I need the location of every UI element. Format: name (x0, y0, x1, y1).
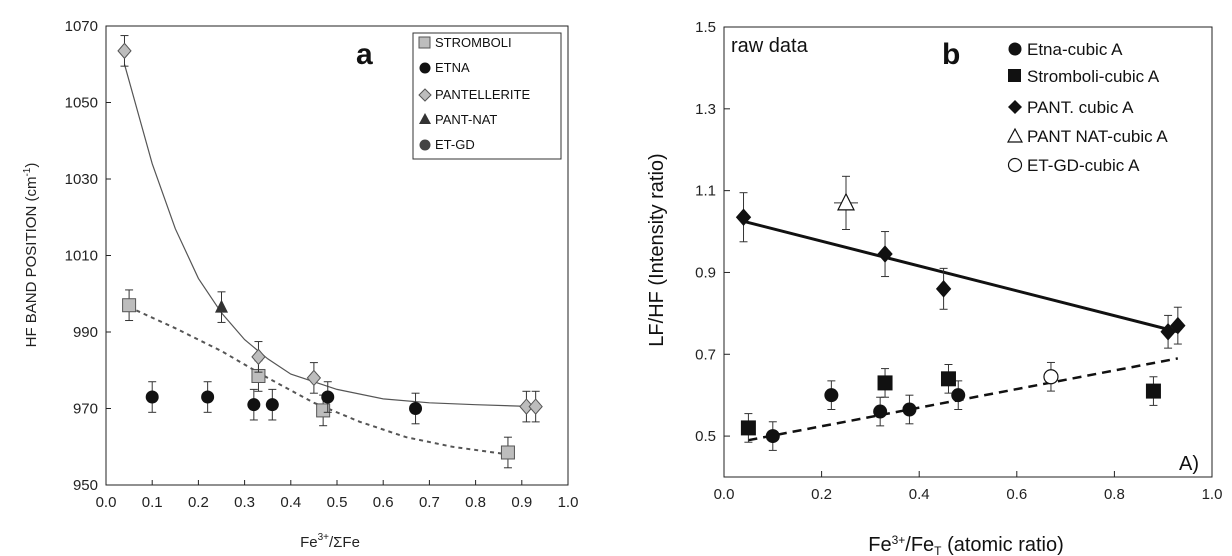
legend-marker-et-gd-cubic-a (1007, 157, 1023, 173)
chart-marks: 0.0 0.1 0.2 0.3 0.4 0.5 0.6 0.7 0.8 0.9 1.0 950 970 9… (65, 18, 1223, 511)
panel-a-point-stromboli (316, 403, 331, 418)
panel-b-point-pant-nat-cubic-a (837, 192, 855, 211)
panel-a: a STROMBOLI ETNA PANTELLERITE PANT-NAT E… (22, 25, 569, 551)
panel-a-point-etna (321, 390, 335, 404)
legend-marker-pant-nat-cubic-a (1006, 127, 1024, 143)
panel-a-fit-line-solid (123, 64, 536, 408)
legend-marker-etna (419, 62, 431, 74)
panel-a-point-etna (145, 390, 159, 404)
legend-label-pant-cubic-a: PANT. cubic A (1027, 98, 1134, 117)
panel-a-y-axis-label: HF BAND POSITION (cm-1) (22, 163, 40, 348)
panel-a-y-tick-label: 950 (73, 477, 98, 494)
panel-a-x-tick-label: 0.1 (142, 494, 163, 511)
panel-b-y-tick-label: 1.1 (695, 183, 716, 200)
panel-b-y-tick-label: 0.7 (695, 346, 716, 363)
panel-b-point-pant-cubic-a (1170, 316, 1186, 335)
panel-a-point-etna (201, 390, 215, 404)
panel-b-point-etna-cubic-a (873, 404, 888, 419)
panel-a-legend: STROMBOLI ETNA PANTELLERITE PANT-NAT ET-… (418, 35, 530, 152)
panel-b-legend: Etna-cubic A Stromboli-cubic A PANT. cub… (1006, 40, 1168, 175)
panel-a-point-etna (409, 402, 423, 415)
panel-a-point-pantellerite (117, 42, 132, 60)
panel-b-point-stromboli-cubic-a (877, 375, 893, 391)
panel-b-x-tick-label: 0.8 (1104, 486, 1125, 503)
panel-b-point-etna-cubic-a (824, 388, 839, 403)
panel-a-y-tick-label: 1010 (65, 248, 98, 265)
legend-marker-pant-cubic-a (1008, 100, 1022, 114)
legend-marker-pantellerite (418, 88, 432, 102)
panel-b-y-tick-label: 1.3 (695, 101, 716, 118)
panel-a-letter: a (356, 38, 373, 71)
panel-b-point-pant-cubic-a (735, 208, 752, 226)
panel-b-fit-line-solid (743, 219, 1179, 334)
panel-b-y-axis-label: LF/HF (Intensity ratio) (646, 153, 668, 346)
panel-a-x-tick-label: 0.0 (96, 494, 117, 511)
legend-label-pant-nat-cubic-a: PANT NAT-cubic A (1027, 127, 1168, 146)
panel-b-point-etna-cubic-a (765, 429, 780, 444)
panel-b-x-tick-label: 0.2 (811, 486, 832, 503)
panel-a-point-stromboli (122, 298, 137, 313)
panel-a-point-stromboli (500, 445, 515, 460)
panel-a-point-pant-nat (215, 299, 228, 313)
panel-a-x-axis-label: Fe3+/ΣFe (300, 532, 360, 551)
panel-a-x-tick-label: 0.4 (280, 494, 301, 511)
panel-a-y-tick-label: 990 (73, 324, 98, 341)
legend-label-pant-nat: PANT-NAT (435, 112, 497, 127)
legend-label-stromboli-cubic-a: Stromboli-cubic A (1027, 67, 1160, 86)
panel-a-x-tick-label: 0.3 (234, 494, 255, 511)
panel-a-x-tick-label: 0.6 (373, 494, 394, 511)
legend-label-pantellerite: PANTELLERITE (435, 87, 530, 102)
panel-b-x-tick-label: 0.0 (714, 486, 735, 503)
panel-b-raw-data-label: raw data (731, 35, 809, 57)
legend-marker-pant-nat (419, 113, 431, 124)
legend-label-stromboli: STROMBOLI (435, 35, 512, 50)
panel-b-point-stromboli-cubic-a (1145, 383, 1161, 399)
panel-b-point-pant-cubic-a (935, 280, 952, 298)
panel-b-y-tick-label: 0.5 (695, 428, 716, 445)
panel-a-x-tick-label: 1.0 (558, 494, 579, 511)
panel-b-letter: b (942, 38, 960, 71)
panel-b-point-stromboli-cubic-a (740, 420, 756, 436)
panel-b: raw data b A) Etna-cubic A Stromboli-cub… (646, 26, 1213, 556)
panel-a-point-pantellerite (528, 398, 543, 415)
panel-b-x-tick-label: 0.4 (909, 486, 930, 503)
panel-b-point-pant-cubic-a (1160, 323, 1176, 341)
legend-marker-stromboli (418, 36, 431, 49)
panel-a-y-tick-label: 1070 (65, 18, 98, 35)
panel-a-point-etna (247, 398, 261, 412)
panel-b-x-tick-label: 1.0 (1202, 486, 1223, 503)
legend-marker-etna-cubic-a (1008, 42, 1022, 56)
panel-b-corner-label: A) (1179, 453, 1199, 475)
legend-label-etna-cubic-a: Etna-cubic A (1027, 40, 1123, 59)
panel-b-x-tick-label: 0.6 (1006, 486, 1027, 503)
panel-a-x-tick-label: 0.7 (419, 494, 440, 511)
legend-label-et-gd-cubic-a: ET-GD-cubic A (1027, 156, 1140, 175)
panel-a-x-tick-label: 0.5 (327, 494, 348, 511)
legend-marker-stromboli-cubic-a (1008, 69, 1021, 82)
panel-a-x-tick-label: 0.2 (188, 494, 209, 511)
panel-a-point-pantellerite (306, 369, 322, 387)
panel-b-point-et-gd-cubic-a (1043, 369, 1059, 385)
legend-label-et-gd: ET-GD (435, 137, 475, 152)
panel-a-x-tick-label: 0.9 (511, 494, 532, 511)
panel-a-point-pantellerite (251, 348, 266, 366)
panel-a-y-tick-label: 970 (73, 401, 98, 418)
panel-b-plot-frame (723, 26, 1213, 478)
panel-b-y-tick-label: 1.5 (695, 19, 716, 36)
panel-b-x-axis-label: Fe3+/FeT (atomic ratio) (868, 533, 1064, 556)
panel-a-point-etna (265, 398, 279, 412)
legend-label-etna: ETNA (435, 60, 470, 75)
panel-a-fit-line-dashed (128, 306, 509, 456)
panel-a-y-tick-label: 1050 (65, 95, 98, 112)
panel-a-legend-box (412, 32, 562, 160)
panel-a-x-tick-label: 0.8 (465, 494, 486, 511)
panel-b-point-etna-cubic-a (902, 402, 917, 417)
panel-b-point-stromboli-cubic-a (940, 371, 956, 387)
panel-b-y-tick-label: 0.9 (695, 264, 716, 281)
panel-b-point-pant-cubic-a (877, 245, 893, 263)
legend-marker-et-gd (419, 139, 431, 151)
panel-a-y-tick-label: 1030 (65, 171, 98, 188)
panel-b-point-etna-cubic-a (951, 388, 966, 403)
